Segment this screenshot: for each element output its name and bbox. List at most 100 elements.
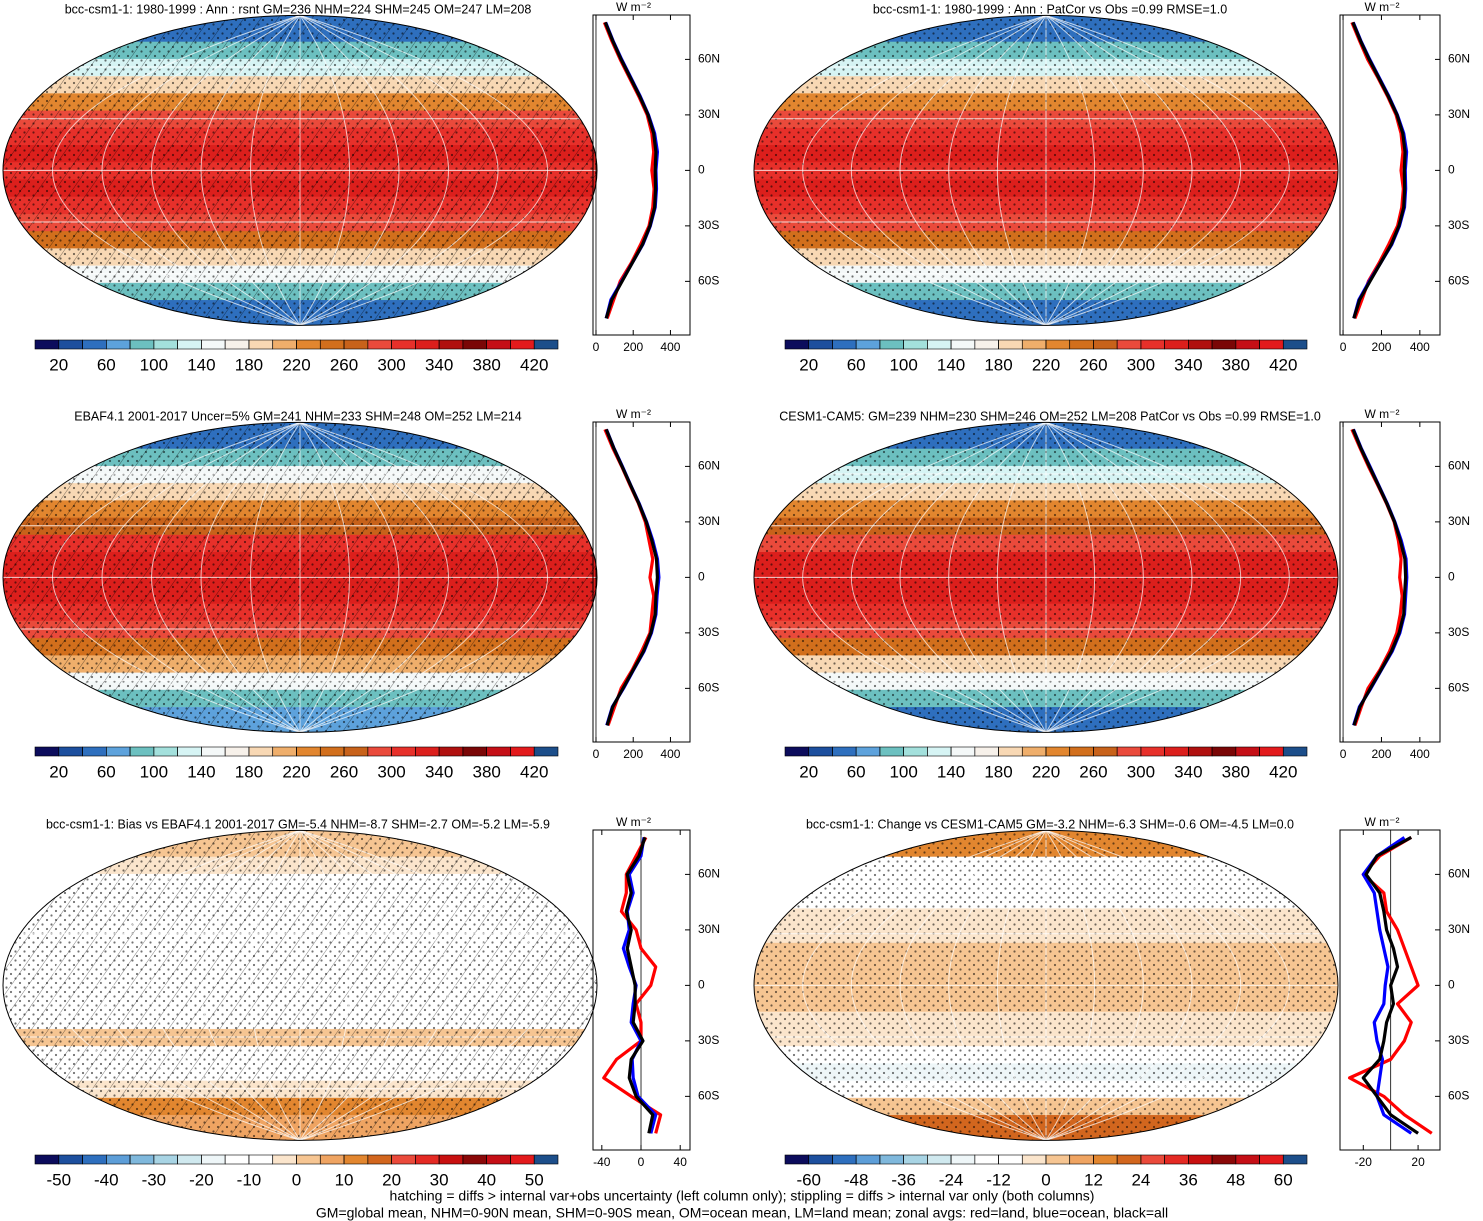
colorbar-box (129, 746, 155, 757)
colorbar-box (82, 746, 107, 757)
colorbar-box (1093, 1154, 1118, 1165)
zonal-line (1351, 21, 1407, 319)
colorbar-label: 220 (1032, 762, 1060, 781)
colorbar-label: 60 (97, 355, 116, 374)
colorbar-label: 380 (1222, 355, 1250, 374)
colorbar-label: 300 (1127, 762, 1155, 781)
y-tick-label: 60N (698, 52, 720, 66)
colorbar-box (34, 339, 60, 350)
colorbar-box (319, 746, 345, 757)
colorbar-box (415, 339, 440, 350)
zonal-unit: W m⁻² (616, 815, 651, 829)
y-tick-label: 0 (698, 163, 705, 177)
colorbar-box (1235, 746, 1260, 757)
x-tick-label: 0 (1340, 747, 1347, 761)
colorbar-label: -24 (939, 1170, 964, 1189)
colorbar-box (1021, 1154, 1047, 1165)
colorbar-label: 420 (520, 355, 548, 374)
zonal-line (604, 21, 660, 319)
colorbar-label: 260 (1079, 762, 1107, 781)
colorbar-box (177, 1154, 202, 1165)
colorbar-label: 20 (49, 762, 68, 781)
colorbar-box (784, 339, 810, 350)
y-tick-label: 60S (1448, 274, 1469, 288)
colorbar-box (201, 1154, 226, 1165)
colorbar-box (927, 746, 952, 757)
map-border (2, 14, 598, 326)
colorbar-label: 100 (140, 355, 168, 374)
colorbar-box (1069, 339, 1094, 350)
map-field (754, 422, 1338, 733)
y-tick-label: 30N (698, 922, 720, 936)
zonal-frame (1339, 829, 1441, 1151)
colorbar-box (533, 339, 559, 350)
y-tick-label: 60N (1448, 459, 1470, 473)
zonal-line (1350, 428, 1404, 726)
colorbar-box (486, 1154, 511, 1165)
map-border (753, 829, 1339, 1141)
colorbar-box (832, 746, 857, 757)
colorbar-box (1188, 1154, 1213, 1165)
colorbar-box (319, 339, 345, 350)
colorbar-label: 260 (1079, 355, 1107, 374)
colorbar-label: 300 (377, 355, 405, 374)
zonal-unit: W m⁻² (1365, 407, 1400, 421)
colorbar-box (903, 1154, 928, 1165)
x-tick-label: 0 (593, 340, 600, 354)
colorbar-box (391, 1154, 416, 1165)
colorbar-box (296, 1154, 321, 1165)
map (753, 421, 1339, 733)
map (2, 421, 598, 733)
y-tick-label: 60S (1448, 1089, 1469, 1103)
colorbar-box (1259, 746, 1284, 757)
colorbar-box (106, 1154, 131, 1165)
zonal-unit: W m⁻² (616, 407, 651, 421)
zonal-line (1361, 835, 1419, 1135)
colorbar-box (1164, 339, 1189, 350)
colorbar-box (855, 339, 881, 350)
colorbar-label: -12 (986, 1170, 1011, 1189)
zonal-line (624, 836, 655, 1134)
colorbar-label: 420 (520, 762, 548, 781)
colorbar-box (533, 746, 559, 757)
zonal-frame (1339, 421, 1441, 743)
colorbar-box (224, 339, 250, 350)
y-tick-label: 30S (1448, 625, 1469, 639)
y-tick-label: 0 (1448, 570, 1455, 584)
colorbar-label: -10 (237, 1170, 262, 1189)
colorbar-box (82, 339, 107, 350)
colorbar-box (201, 746, 226, 757)
map-field (754, 15, 1338, 326)
colorbar-box (415, 746, 440, 757)
panel-title: bcc-csm1-1: 1980-1999 : Ann : rsnt GM=23… (65, 2, 532, 16)
colorbar-label: 220 (1032, 355, 1060, 374)
colorbar-label: 380 (1222, 762, 1250, 781)
colorbar-box (784, 746, 810, 757)
colorbar-box (998, 746, 1023, 757)
colorbar-box (177, 746, 202, 757)
y-tick-label: 30S (698, 218, 719, 232)
y-tick-label: 0 (1448, 163, 1455, 177)
colorbar-box (462, 339, 487, 350)
colorbar-box (343, 339, 369, 350)
colorbar-box (462, 1154, 487, 1165)
y-tick-label: 30S (1448, 218, 1469, 232)
map-field (3, 830, 597, 1141)
colorbar-box (129, 339, 155, 350)
colorbar-box (1211, 339, 1237, 350)
colorbar-box (319, 1154, 345, 1165)
colorbar-label: 220 (282, 355, 310, 374)
colorbar-box (438, 339, 464, 350)
y-tick-label: 60N (698, 459, 720, 473)
colorbar-box (1235, 1154, 1260, 1165)
colorbar-box (855, 746, 881, 757)
colorbar-box (177, 339, 202, 350)
colorbar-label: 50 (525, 1170, 544, 1189)
panel-title: bcc-csm1-1: Change vs CESM1-CAM5 GM=-3.2… (806, 817, 1294, 831)
map-border (2, 829, 598, 1141)
colorbar-box (1164, 746, 1189, 757)
colorbar-box (391, 339, 416, 350)
x-tick-label: 200 (623, 340, 643, 354)
colorbar-box (832, 1154, 857, 1165)
colorbar-label: 20 (799, 762, 818, 781)
